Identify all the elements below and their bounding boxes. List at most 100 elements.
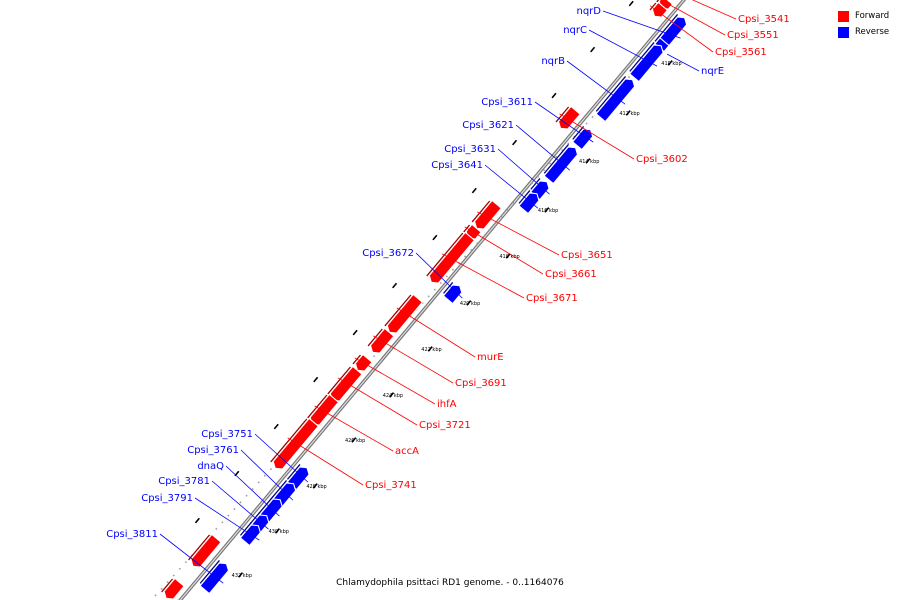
gene-shade [656,0,660,3]
gene-label-cpsi_3671[interactable]: Cpsi_3671 [526,293,578,304]
gene-cpsi_3611[interactable] [571,128,594,151]
tick-mark [352,329,358,336]
gene-label-nqre[interactable]: nqrE [701,66,724,77]
label-leader [534,101,594,143]
gene-nqrc[interactable] [628,44,664,83]
label-leader [559,113,635,160]
tick-mark [274,528,281,534]
gene-label-nqrc[interactable]: nqrC [563,25,587,36]
gene-mure[interactable] [386,293,424,334]
gene-label-cpsi_3602[interactable]: Cpsi_3602 [636,154,688,165]
gene-shade [649,2,657,11]
label-leader [373,335,454,384]
gene-cpsi_3672[interactable] [442,284,463,305]
gene-shade [367,328,383,347]
gene-shade [426,232,464,277]
gene-shade [443,282,454,294]
gene-cpsi_3621[interactable] [543,146,579,185]
gene-shade [572,126,585,140]
gene-label-nqrd[interactable]: nqrD [577,6,602,17]
tick-label: 428 kbp [306,484,326,490]
gene-label-cpsi_3691[interactable]: Cpsi_3691 [455,378,507,389]
legend-forward: Forward [838,8,889,24]
gene-label-cpsi_3631[interactable]: Cpsi_3631 [444,144,496,155]
gene-label-cpsi_3641[interactable]: Cpsi_3641 [431,160,483,171]
gene-label-cpsi_3661[interactable]: Cpsi_3661 [545,269,597,280]
gene-cpsi_3671[interactable] [428,231,476,284]
label-leader [566,60,626,105]
gene-label-cpsi_3761[interactable]: Cpsi_3761 [187,445,239,456]
tick-mark [625,110,631,116]
tick-mark [194,517,200,524]
gene-nqrb[interactable] [595,78,636,123]
gene-label-cpsi_3541[interactable]: Cpsi_3541 [738,14,790,25]
gene-cpsi_3641[interactable] [518,192,540,215]
tick-label: 416 kbp [538,208,558,214]
gene-label-cpsi_3811[interactable]: Cpsi_3811 [106,529,158,540]
gene-labels: Cpsi_3541 Cpsi_3551 Cpsi_3561 nqrE nqrD nqrC n… [106,0,790,584]
tick-label: 418 kbp [499,254,519,260]
gene-label-dnaq[interactable]: dnaQ [197,461,224,472]
gene-shade [307,394,328,419]
gene-label-cpsi_3551[interactable]: Cpsi_3551 [727,30,779,41]
tick-mark [590,46,596,53]
gene-label-cpsi_3611[interactable]: Cpsi_3611 [481,97,533,108]
label-leader [415,252,463,299]
gene-label-cpsi_3791[interactable]: Cpsi_3791 [141,493,193,504]
gene-cpsi_3791[interactable] [239,524,261,547]
tick-mark [389,392,395,398]
gene-cpsi_3561[interactable] [651,1,669,18]
gene-label-acca[interactable]: accA [395,446,419,457]
tick-mark [312,483,318,489]
gene-shade [258,496,274,514]
label-leader [287,437,364,486]
gene-label-cpsi_3781[interactable]: Cpsi_3781 [158,476,210,487]
label-leader [194,497,260,541]
tick-label: 422 kbp [421,347,441,353]
gene-label-cpsi_3721[interactable]: Cpsi_3721 [419,420,471,431]
gene-cpsi_3811[interactable] [199,562,230,595]
tick-mark [585,158,591,164]
label-leader [314,405,394,452]
label-leader [441,253,525,299]
tick-mark [667,60,673,66]
gene-cpsi_3602[interactable] [557,105,581,130]
gene-shade [352,354,361,365]
tick-label: 420 kbp [460,301,480,307]
tick-mark [551,92,557,99]
gene-label-cpsi_3751[interactable]: Cpsi_3751 [201,429,253,440]
label-leader [396,307,476,358]
gene-label-nqrb[interactable]: nqrB [541,56,565,67]
genome-caption: Chlamydophila psittaci RD1 genome. - 0..… [336,578,564,588]
gene-unnamed-fwd-1[interactable] [190,533,222,568]
label-leader [666,53,700,72]
tick-mark [471,187,477,194]
label-leader [254,433,309,483]
label-leader [159,533,224,584]
tick-label: 414 kbp [579,159,599,165]
tick-mark [628,0,634,7]
label-leader [691,0,737,20]
gene-shade [270,418,308,463]
gene-nqrd[interactable] [659,16,688,47]
gene-shade [555,106,570,123]
label-leader [484,164,539,209]
gene-label-mure[interactable]: murE [477,352,504,363]
tick-mark [273,423,279,430]
tick-label: 410 kbp [661,61,681,67]
gene-cpsi_3651[interactable] [473,199,503,230]
gene-label-cpsi_3741[interactable]: Cpsi_3741 [365,480,417,491]
reverse-swatch [838,26,849,38]
gene-shade [629,42,655,72]
gene-label-cpsi_3651[interactable]: Cpsi_3651 [561,250,613,261]
legend: Forward Reverse [838,8,889,40]
gene-label-ihfa[interactable]: ihfA [437,399,457,410]
gene-shade [471,200,491,223]
tick-label: 412 kbp [619,111,639,117]
tick-label: 432 kbp [232,573,252,579]
gene-label-cpsi_3672[interactable]: Cpsi_3672 [362,248,414,259]
gene-label-cpsi_3621[interactable]: Cpsi_3621 [462,120,514,131]
gene-label-cpsi_3561[interactable]: Cpsi_3561 [715,47,767,58]
gene-unnamed-fwd-2[interactable] [163,577,185,600]
